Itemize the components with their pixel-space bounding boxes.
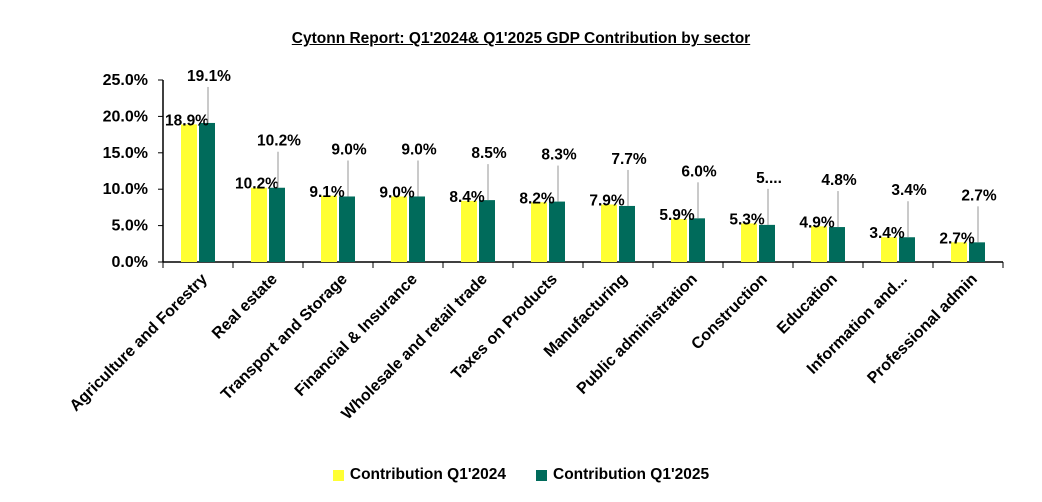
- bar-2024: [881, 237, 897, 262]
- x-category-label: Public administration: [574, 271, 701, 398]
- legend-swatch-2025: [536, 469, 547, 481]
- data-label-2024: 4.9%: [799, 214, 835, 231]
- data-label-2024: 18.9%: [165, 112, 209, 129]
- data-label-2024: 8.2%: [519, 190, 555, 207]
- bar-2025: [689, 218, 705, 262]
- y-tick-label: 5.0%: [112, 218, 148, 235]
- bar-2025: [199, 122, 215, 263]
- y-tick-label: 20.0%: [103, 108, 148, 125]
- x-category-label: Real estate: [209, 271, 281, 343]
- chart-title-text: Cytonn Report: Q1'2024& Q1'2025 GDP Cont…: [291, 30, 751, 47]
- chart-title: Cytonn Report: Q1'2024& Q1'2025 GDP Cont…: [0, 30, 1042, 48]
- data-label-2024: 9.1%: [309, 184, 345, 201]
- y-tick-label: 0.0%: [112, 254, 148, 271]
- bar-2024: [181, 124, 197, 263]
- x-category-label: Transport and Storage: [218, 271, 351, 404]
- data-label-2025: 9.0%: [331, 141, 367, 158]
- bar-2024: [391, 196, 407, 262]
- data-label-2025: 3.4%: [891, 182, 927, 199]
- bar-2024: [531, 202, 547, 262]
- data-label-2025: 19.1%: [187, 68, 231, 85]
- y-tick-label: 15.0%: [103, 145, 148, 162]
- data-label-2025: 8.3%: [541, 147, 577, 164]
- data-label-2025: 2.7%: [961, 187, 997, 204]
- x-category-label: Agriculture and Forestry: [67, 271, 211, 415]
- bar-2024: [461, 200, 477, 262]
- bar-2024: [671, 219, 687, 262]
- bar-2024: [951, 242, 967, 262]
- legend: Contribution Q1'2024 Contribution Q1'202…: [0, 466, 1042, 484]
- bar-2024: [811, 226, 827, 262]
- data-label-2025: 7.7%: [611, 151, 647, 168]
- data-label-2025: 8.5%: [471, 145, 507, 162]
- bar-2025: [339, 196, 355, 262]
- bar-2024: [741, 223, 757, 262]
- legend-label-2024: Contribution Q1'2024: [349, 466, 506, 483]
- x-category-label: Wholesale and retail trade: [339, 271, 491, 423]
- bar-2025: [969, 242, 985, 262]
- bar-2024: [251, 187, 267, 262]
- data-label-2024: 7.9%: [589, 192, 625, 209]
- data-label-2025: 5....: [756, 170, 782, 187]
- bar-2025: [549, 201, 565, 262]
- data-label-2024: 5.3%: [729, 211, 765, 228]
- data-label-2024: 2.7%: [939, 230, 975, 247]
- data-label-2024: 5.9%: [659, 207, 695, 224]
- data-label-2024: 3.4%: [869, 225, 905, 242]
- bar-2025: [899, 237, 915, 262]
- data-label-2024: 9.0%: [379, 184, 415, 201]
- bar-2025: [829, 227, 845, 262]
- bar-2025: [409, 196, 425, 262]
- data-label-2025: 10.2%: [257, 133, 301, 150]
- y-tick-label: 25.0%: [103, 72, 148, 89]
- legend-item-2024: Contribution Q1'2024: [332, 466, 506, 484]
- bar-2025: [269, 187, 285, 262]
- data-label-2025: 4.8%: [821, 172, 857, 189]
- bar-2025: [759, 224, 775, 262]
- x-category-label: Financial & Insurance: [292, 271, 421, 400]
- bar-2025: [619, 205, 635, 262]
- data-label-2024: 8.4%: [449, 189, 485, 206]
- legend-swatch-2024: [332, 469, 344, 481]
- x-category-label: Construction: [688, 271, 770, 353]
- legend-label-2025: Contribution Q1'2025: [553, 466, 710, 483]
- data-label-2025: 9.0%: [401, 141, 437, 158]
- x-category-label: Education: [774, 271, 841, 338]
- legend-item-2025: Contribution Q1'2025: [536, 466, 709, 484]
- bar-2025: [479, 200, 495, 262]
- y-tick-label: 10.0%: [103, 181, 148, 198]
- data-label-2025: 6.0%: [681, 163, 717, 180]
- data-label-2024: 10.2%: [235, 176, 279, 193]
- bar-2024: [321, 195, 337, 262]
- bar-2024: [601, 204, 617, 262]
